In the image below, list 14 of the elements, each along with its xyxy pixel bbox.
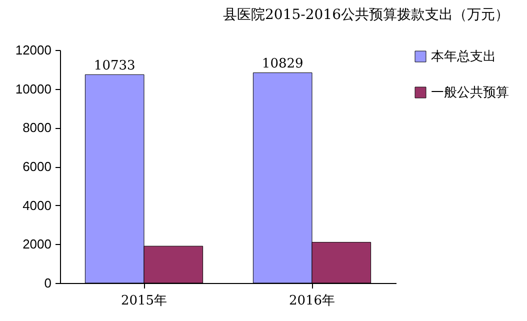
legend-label: 一般公共预算 bbox=[431, 86, 509, 100]
y-tick-label: 8000 bbox=[22, 120, 52, 136]
data-label: 10829 bbox=[262, 56, 304, 72]
y-tick-label: 6000 bbox=[22, 159, 52, 174]
x-tick-label: 2016年 bbox=[288, 294, 336, 308]
chart-title: 县医院2015-2016公共预算拨款支出（万元） bbox=[223, 7, 509, 23]
y-tick-label: 4000 bbox=[22, 198, 52, 213]
y-tick-label: 10000 bbox=[15, 81, 52, 96]
legend-label: 本年总支出 bbox=[431, 50, 496, 64]
y-tick-label: 12000 bbox=[15, 42, 52, 58]
y-tick-label: 0 bbox=[44, 276, 52, 290]
x-tick-label: 2015年 bbox=[120, 294, 168, 308]
data-label: 10733 bbox=[94, 58, 136, 74]
y-tick-label: 2000 bbox=[22, 236, 52, 252]
